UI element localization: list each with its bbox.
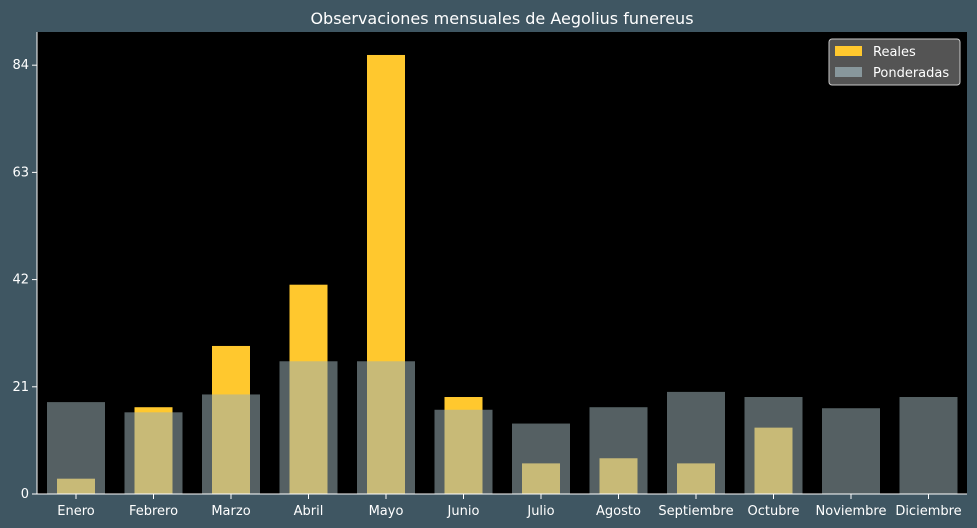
bar-ponderadas-abril [279,361,338,494]
x-tick-label: Agosto [596,504,641,519]
y-axis: 0 21 42 63 84 [12,32,38,502]
x-tick-label: Noviembre [816,504,887,519]
legend-swatch-ponderadas [835,67,862,77]
x-axis: Enero Febrero Marzo Abril Mayo Junio Julio Agos… [37,493,967,519]
plot-area [37,32,967,494]
bar-ponderadas-enero [47,402,105,494]
bar-ponderadas-junio [434,409,493,494]
legend: Reales Ponderadas [828,38,961,86]
y-tick-label: 42 [12,273,29,288]
bar-ponderadas-noviembre [822,408,880,494]
bar-ponderadas-septiembre [667,391,725,494]
legend-label-ponderadas: Ponderadas [873,66,949,81]
x-tick-label: Septiembre [658,504,733,519]
bar-ponderadas-agosto [589,407,648,494]
bar-ponderadas-mayo [357,361,415,494]
bar-ponderadas-julio [512,423,570,494]
x-tick-label: Marzo [211,504,250,519]
bar-ponderadas-marzo [202,394,260,494]
bar-ponderadas-diciembre [899,397,958,494]
bar-ponderadas-octubre [744,397,803,494]
y-tick-label: 21 [12,380,29,395]
legend-label-reales: Reales [873,45,916,60]
x-tick-label: Abril [294,504,324,519]
y-tick-label: 84 [12,58,29,73]
x-tick-label: Diciembre [895,504,961,519]
y-tick-label: 63 [12,165,29,180]
x-tick-label: Junio [447,504,480,519]
chart-title: Observaciones mensuales de Aegolius fune… [310,9,693,28]
y-tick-label: 0 [21,487,29,502]
x-tick-label: Febrero [129,504,178,519]
legend-swatch-reales [835,46,862,56]
bar-ponderadas-febrero [124,412,183,494]
x-tick-label: Mayo [369,504,404,519]
x-tick-label: Enero [57,504,95,519]
bars-group [47,54,958,494]
x-tick-label: Julio [526,504,554,519]
x-tick-label: Octubre [747,504,799,519]
